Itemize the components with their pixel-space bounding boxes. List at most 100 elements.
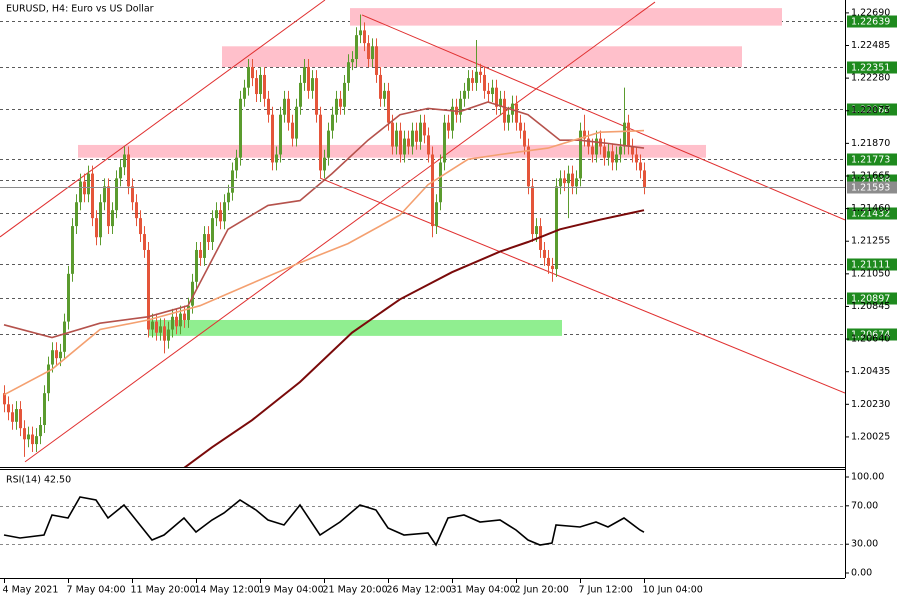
x-tick-label: 10 Jun 04:00 — [643, 585, 703, 596]
candle-body — [351, 59, 354, 63]
candle-body — [643, 170, 646, 188]
rsi-line — [3, 496, 645, 547]
zone — [350, 8, 782, 26]
level-label: 1.22351 — [851, 63, 890, 74]
candle-body — [463, 90, 466, 99]
candle-body — [467, 78, 470, 91]
y-tick-label: 1.20025 — [851, 431, 890, 442]
x-tick-label: 19 May 04:00 — [259, 585, 324, 596]
candle-body — [87, 173, 90, 195]
candle-body — [435, 202, 438, 227]
current-price-box — [847, 181, 897, 194]
candle-body — [591, 146, 594, 155]
level-label-box — [847, 15, 897, 28]
candle-body — [39, 424, 42, 437]
candle-body — [563, 178, 566, 184]
candle-body — [567, 173, 570, 184]
candle-body — [523, 130, 526, 147]
level-label-box — [847, 153, 897, 166]
candle-body — [235, 157, 238, 171]
level-label: 1.21432 — [851, 209, 890, 220]
x-tick-label: 11 May 20:00 — [131, 585, 196, 596]
candle-body — [315, 78, 318, 115]
candle-body — [391, 122, 394, 147]
candle-body — [255, 78, 258, 95]
candle-body — [319, 114, 322, 171]
moving-average — [3, 129, 645, 396]
level-label-box — [847, 103, 897, 116]
candle-body — [479, 71, 482, 75]
candle-body — [363, 30, 366, 44]
candle-body — [75, 202, 78, 227]
x-tick-label: 4 May 2021 — [3, 585, 59, 596]
candle-body — [203, 234, 206, 258]
candle-body — [411, 130, 414, 147]
candle-body — [327, 130, 330, 158]
y-tick-label: 1.20435 — [851, 366, 890, 377]
candle-body — [555, 186, 558, 270]
candle-body — [375, 46, 378, 75]
candle-body — [263, 74, 266, 99]
candle-body — [387, 90, 390, 123]
level-label: 1.21638 — [851, 176, 890, 187]
candle-body — [303, 66, 306, 83]
candle-body — [611, 151, 614, 163]
candle-body — [31, 434, 34, 445]
candle-body — [159, 326, 162, 333]
y-tick-label: 1.20230 — [851, 399, 890, 410]
candle-body — [119, 167, 122, 179]
candle-body — [623, 122, 626, 147]
candle-body — [615, 154, 618, 163]
y-tick-label: 1.22075 — [851, 105, 890, 116]
candle-body — [23, 428, 26, 440]
candle-body — [355, 35, 358, 60]
candle-body — [543, 249, 546, 258]
candle-body — [639, 162, 642, 171]
y-tick-label: 1.22485 — [851, 40, 890, 51]
candle-body — [19, 409, 22, 429]
candle-body — [187, 305, 190, 320]
candle-body — [311, 78, 314, 91]
candle-body — [459, 98, 462, 115]
candle-body — [207, 234, 210, 243]
candle-body — [103, 186, 106, 203]
candle-body — [515, 103, 518, 123]
candle-body — [307, 66, 310, 91]
candle-body — [211, 218, 214, 243]
candle-body — [419, 122, 422, 142]
level-label-box — [847, 61, 897, 74]
candle-body — [447, 122, 450, 131]
candle-body — [331, 114, 334, 131]
candle-body — [295, 106, 298, 139]
candle-body — [415, 130, 418, 142]
candle-body — [179, 313, 182, 327]
x-tick-label: 2 Jun 20:00 — [515, 585, 569, 596]
candle-body — [619, 146, 622, 155]
candle-body — [3, 393, 6, 405]
candle-body — [339, 98, 342, 107]
candle-body — [147, 249, 150, 330]
candle-body — [635, 154, 638, 163]
y-tick-label: 30.00 — [851, 539, 878, 550]
candle-body — [475, 71, 478, 83]
candle-body — [531, 186, 534, 235]
candle-body — [59, 351, 62, 359]
candle-body — [291, 122, 294, 139]
candle-body — [27, 434, 30, 440]
moving-average — [183, 209, 645, 467]
zone — [222, 46, 742, 67]
candle-body — [383, 90, 386, 99]
candle-body — [243, 87, 246, 99]
candle-body — [123, 154, 126, 168]
trendline — [319, 177, 845, 394]
level-label-box — [847, 258, 897, 271]
x-tick-label: 21 May 20:00 — [323, 585, 388, 596]
candle-body — [195, 249, 198, 282]
y-tick-label: 1.21460 — [851, 203, 890, 214]
candle-body — [151, 321, 154, 330]
candle-body — [231, 170, 234, 193]
level-label: 1.21773 — [851, 155, 890, 166]
trendline — [361, 14, 845, 221]
candle-body — [175, 316, 178, 327]
